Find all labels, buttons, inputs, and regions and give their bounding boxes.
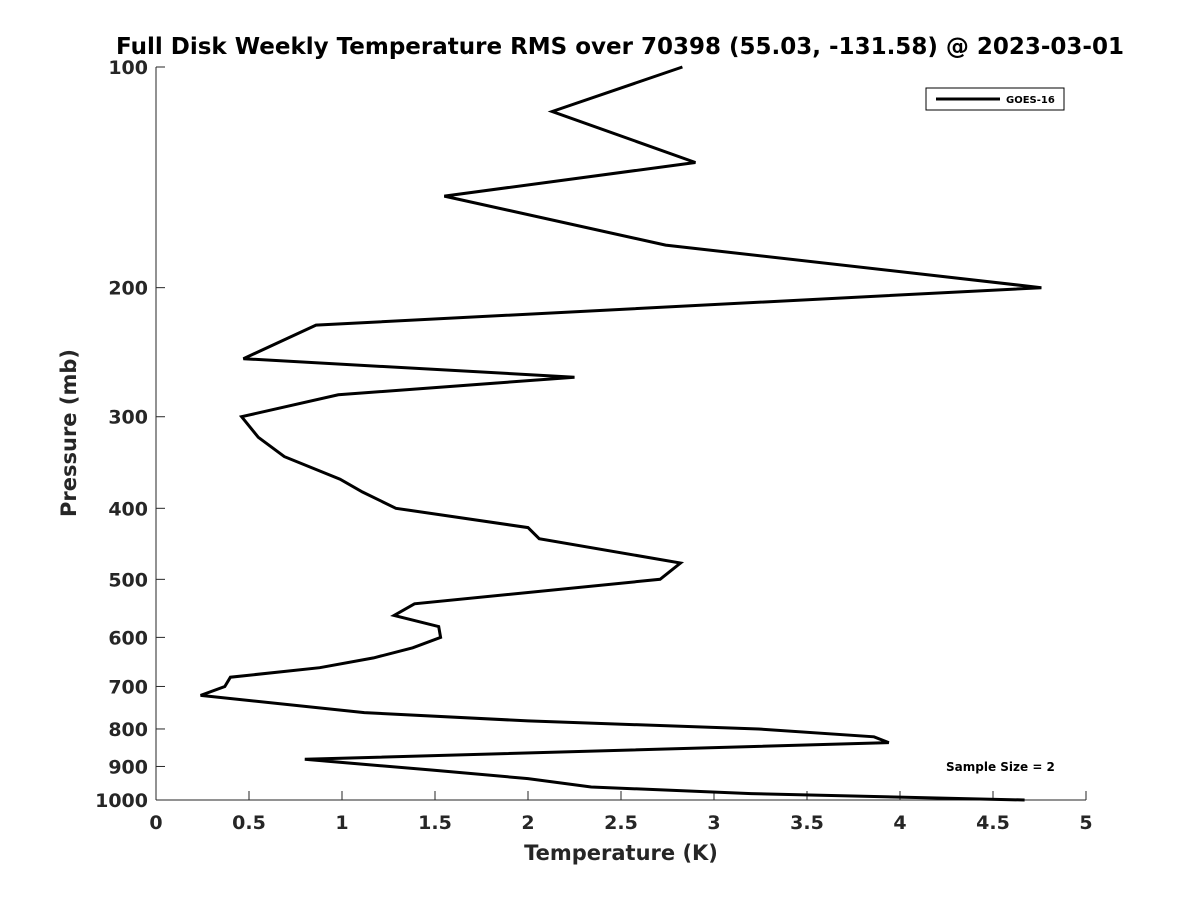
- y-tick-label: 800: [108, 719, 148, 741]
- x-tick-label: 0: [149, 812, 162, 834]
- y-axis-label: Pressure (mb): [57, 349, 81, 517]
- x-axis-ticks: 0 0.5 1 1.5 2 2.5 3 3.5 4 4.5 5: [149, 791, 1093, 834]
- x-tick-label: 0.5: [232, 812, 266, 834]
- legend: GOES-16: [925, 87, 1065, 111]
- y-tick-label: 600: [108, 627, 148, 649]
- x-tick-label: 3: [707, 812, 720, 834]
- y-tick-label: 1000: [95, 790, 148, 812]
- chart-title: Full Disk Weekly Temperature RMS over 70…: [116, 34, 1124, 60]
- x-tick-label: 4: [893, 812, 906, 834]
- sample-size-annotation: Sample Size = 2: [946, 760, 1055, 774]
- y-tick-label: 100: [108, 57, 148, 79]
- x-tick-label: 4.5: [976, 812, 1010, 834]
- x-tick-label: 1.5: [418, 812, 452, 834]
- x-tick-label: 5: [1079, 812, 1092, 834]
- y-tick-label: 200: [108, 278, 148, 300]
- y-axis-ticks: 100 200 300 400 500 600 700 800 900 1000: [95, 57, 165, 812]
- y-tick-label: 900: [108, 756, 148, 778]
- y-tick-label: 700: [108, 676, 148, 698]
- series-line-goes-16: [200, 65, 1042, 802]
- x-tick-label: 2: [521, 812, 534, 834]
- y-tick-label: 500: [108, 569, 148, 591]
- x-tick-label: 1: [335, 812, 348, 834]
- x-axis-label: Temperature (K): [524, 841, 718, 865]
- x-tick-label: 2.5: [604, 812, 638, 834]
- x-tick-label: 3.5: [790, 812, 824, 834]
- y-tick-label: 300: [108, 407, 148, 429]
- legend-label-goes-16: GOES-16: [1006, 95, 1055, 106]
- y-tick-label: 400: [108, 498, 148, 520]
